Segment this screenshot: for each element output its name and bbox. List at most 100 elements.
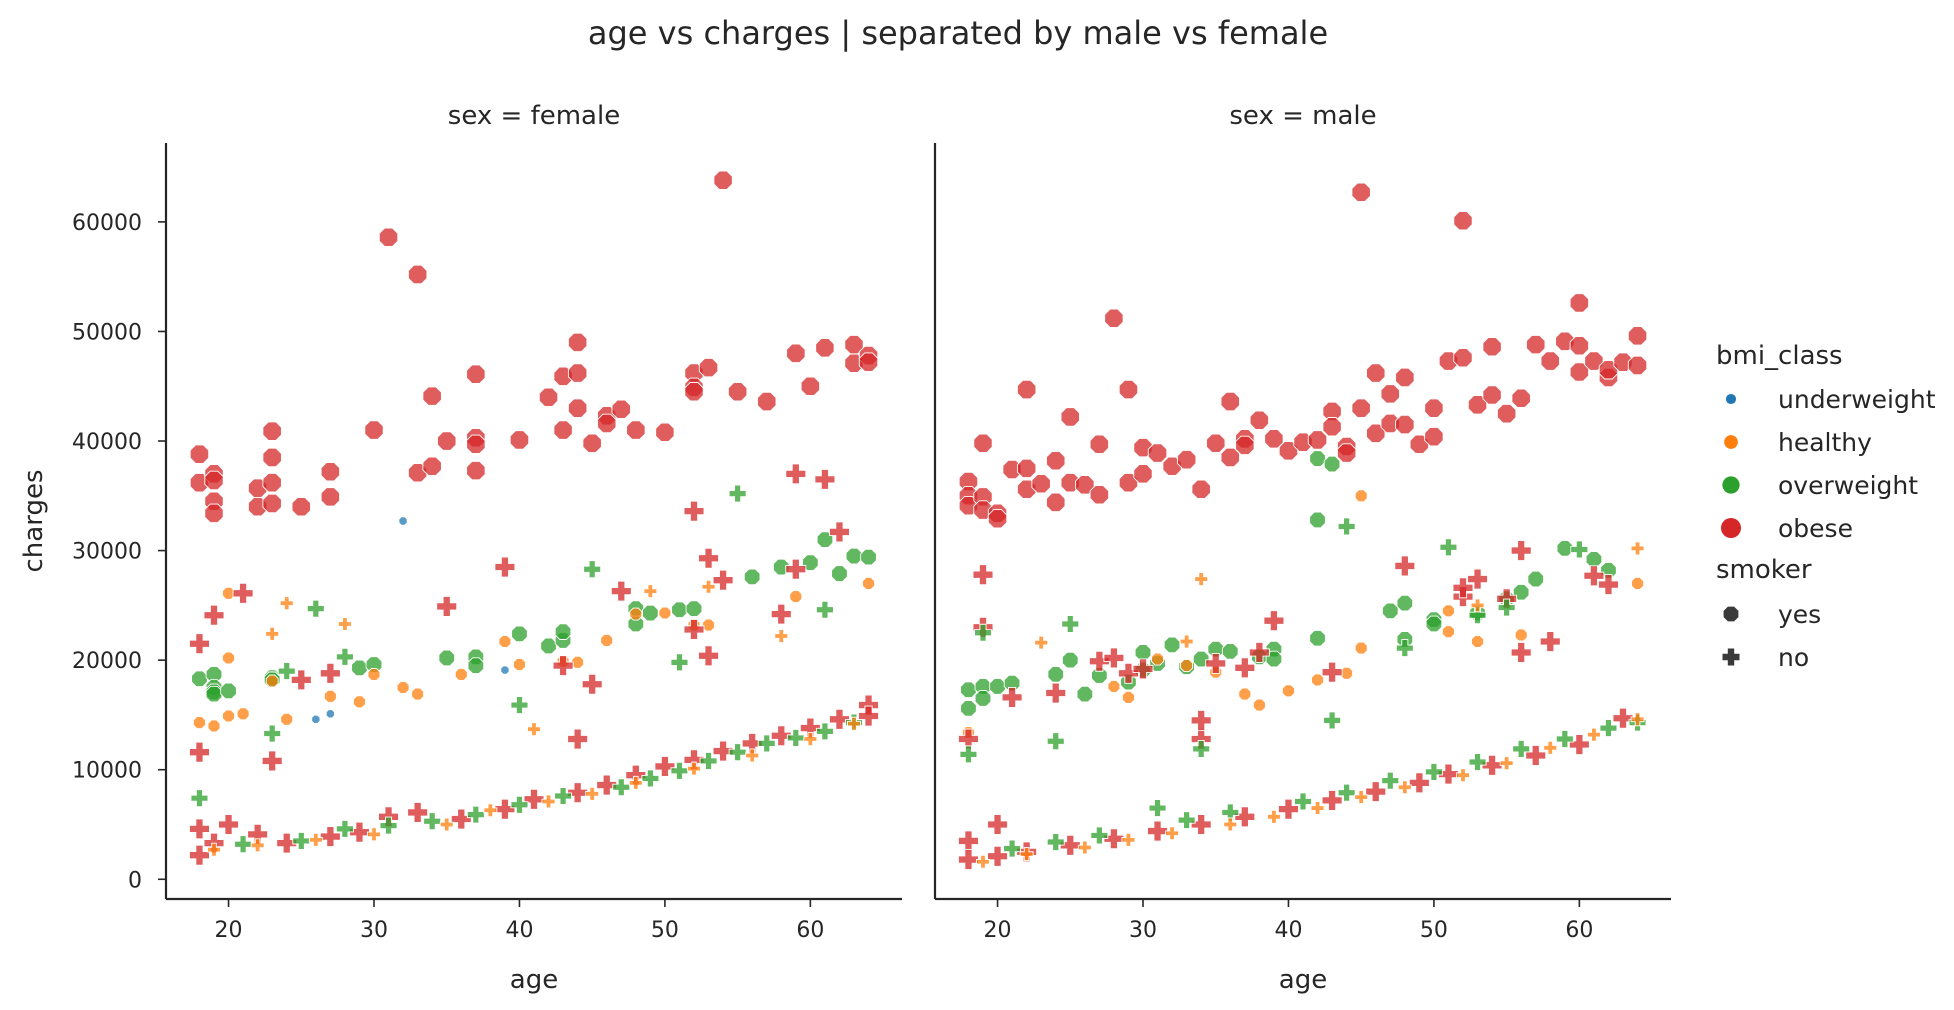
data-point — [1133, 464, 1153, 484]
data-point — [743, 568, 761, 586]
y-tick-label: 50000 — [72, 320, 142, 345]
data-point — [1047, 666, 1065, 683]
data-point — [800, 376, 821, 396]
data-point — [1441, 604, 1455, 618]
data-point — [1147, 820, 1168, 842]
data-point — [1121, 690, 1135, 704]
data-point — [541, 794, 556, 809]
data-point — [250, 838, 265, 853]
data-point — [1220, 447, 1240, 468]
data-point — [510, 795, 529, 814]
data-point — [1598, 574, 1619, 595]
data-point — [189, 818, 210, 840]
data-point — [276, 832, 298, 854]
data-point — [262, 421, 282, 441]
data-point — [1482, 385, 1502, 405]
data-point — [1425, 615, 1443, 633]
data-point — [1046, 451, 1066, 471]
data-point — [1148, 799, 1167, 818]
data-point — [552, 655, 574, 677]
data-point — [396, 681, 410, 694]
data-point — [423, 812, 442, 831]
data-point — [262, 493, 282, 514]
data-point — [207, 842, 221, 857]
data-point — [803, 732, 818, 746]
data-point — [785, 558, 807, 580]
data-point — [1381, 771, 1400, 790]
data-point — [571, 655, 585, 669]
data-point — [1307, 430, 1328, 450]
data-point — [770, 603, 792, 625]
data-point — [466, 460, 486, 481]
data-point — [1323, 455, 1341, 473]
data-point — [815, 722, 834, 741]
data-point — [1060, 407, 1080, 427]
data-point — [1453, 348, 1473, 368]
data-point — [189, 444, 210, 464]
data-point — [262, 447, 282, 468]
data-point — [1046, 833, 1065, 851]
data-point — [567, 398, 588, 418]
data-point — [1003, 839, 1022, 858]
facet-title: sex = female — [448, 101, 620, 131]
data-point — [683, 619, 705, 640]
data-point — [1191, 479, 1211, 499]
data-point — [335, 819, 354, 838]
legend-entry-label: obese — [1778, 514, 1853, 543]
data-point — [1336, 443, 1357, 463]
data-point — [960, 681, 977, 699]
data-point — [1133, 437, 1153, 458]
data-point — [728, 743, 747, 762]
data-point — [699, 751, 718, 770]
points-layer — [189, 170, 879, 866]
data-point — [1527, 570, 1545, 588]
data-point — [829, 521, 850, 543]
data-point — [1497, 598, 1516, 617]
data-point — [1496, 403, 1517, 424]
data-point — [1441, 625, 1455, 639]
data-point — [757, 391, 777, 412]
data-point — [1395, 639, 1414, 658]
data-point — [1090, 826, 1109, 845]
data-point — [1001, 686, 1023, 708]
data-point — [600, 633, 614, 647]
legend-marker — [1723, 606, 1739, 622]
data-point — [509, 430, 530, 450]
points-layer — [958, 182, 1648, 871]
legend-entry-label: no — [1778, 643, 1809, 672]
data-point — [712, 740, 734, 762]
data-point — [454, 667, 468, 681]
data-point — [974, 623, 992, 642]
data-point — [1631, 576, 1645, 590]
data-point — [727, 382, 748, 402]
data-point — [655, 422, 675, 442]
y-tick-label: 10000 — [72, 759, 142, 784]
data-point — [1019, 847, 1034, 862]
data-point — [1539, 631, 1561, 652]
x-tick-label: 60 — [1565, 918, 1593, 943]
data-point — [1321, 661, 1343, 683]
data-point — [958, 849, 979, 871]
data-point — [1354, 489, 1368, 503]
data-point — [291, 497, 311, 517]
x-tick-label: 30 — [1129, 918, 1157, 943]
data-point — [1424, 398, 1444, 418]
data-point — [685, 600, 703, 617]
data-point — [367, 667, 381, 681]
data-point — [658, 606, 672, 620]
data-point — [1016, 379, 1037, 400]
legend-marker — [1722, 648, 1740, 666]
data-point — [1278, 798, 1299, 820]
data-point — [1075, 475, 1095, 495]
data-point — [974, 690, 992, 707]
data-point — [500, 665, 510, 675]
data-point — [1118, 662, 1139, 684]
data-point — [815, 600, 834, 619]
data-point — [437, 431, 457, 451]
chart-title: age vs charges | separated by male vs fe… — [588, 14, 1328, 52]
data-point — [1234, 657, 1256, 679]
data-point — [189, 844, 210, 866]
data-point — [1627, 326, 1648, 346]
legend-swatch — [1725, 393, 1737, 405]
